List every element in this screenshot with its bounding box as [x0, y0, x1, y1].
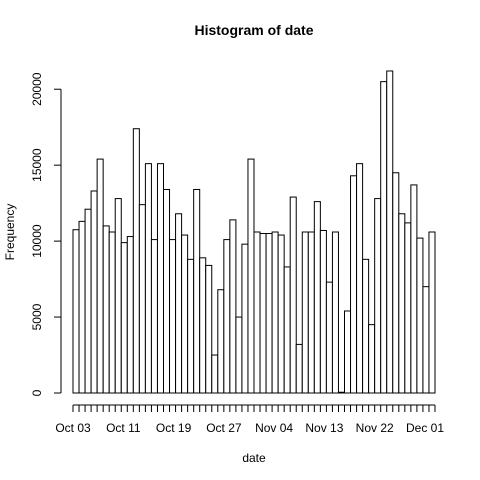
- histogram-bar: [313, 201, 321, 394]
- histogram-bar: [187, 258, 195, 394]
- histogram-bar: [126, 236, 134, 394]
- y-axis: 0 5000 10000 15000 20000: [30, 72, 62, 396]
- chart-title: Histogram of date: [194, 22, 313, 38]
- histogram-bar: [337, 391, 346, 394]
- histogram-bar: [223, 239, 231, 394]
- histogram-bar: [404, 222, 412, 394]
- histogram-bar: [156, 163, 165, 394]
- histogram-bar: [175, 213, 183, 394]
- x-tick-label: Oct 11: [106, 421, 141, 435]
- histogram-bar: [163, 188, 171, 394]
- histogram-bar: [283, 266, 291, 394]
- histogram-bar: [410, 184, 418, 394]
- histogram-bar: [344, 310, 352, 394]
- histogram-bar: [138, 204, 146, 394]
- histogram-bar: [253, 231, 261, 394]
- histogram-bar: [241, 243, 249, 394]
- y-tick-label: 0: [30, 389, 44, 396]
- x-tick-label: Oct 03: [55, 421, 91, 435]
- histogram-bar: [295, 343, 303, 394]
- histogram-bar: [72, 229, 80, 394]
- histogram-bar: [120, 242, 128, 394]
- x-tick-label: Nov 04: [255, 421, 293, 435]
- histogram-bar: [301, 231, 309, 394]
- histogram-bar: [108, 231, 116, 394]
- histogram-bar: [199, 257, 207, 394]
- x-tick-label: Oct 27: [206, 421, 242, 435]
- histogram-bar: [90, 190, 98, 394]
- histogram-bar: [331, 231, 339, 394]
- histogram-bar: [217, 289, 225, 394]
- histogram-bar: [150, 239, 158, 394]
- histogram-bar: [374, 198, 382, 394]
- histogram-bar: [398, 213, 406, 394]
- histogram-bar: [416, 237, 424, 394]
- histogram-bar: [169, 239, 177, 394]
- x-tick-label: Nov 13: [305, 421, 343, 435]
- y-tick-label: 15000: [30, 148, 44, 182]
- histogram-bar: [289, 196, 297, 394]
- histogram-bar: [428, 231, 436, 394]
- histogram-bar: [265, 233, 273, 394]
- x-tick-label: Dec 01: [406, 421, 444, 435]
- histogram-bar: [356, 163, 364, 394]
- histogram-bar: [144, 163, 152, 394]
- histogram-bar: [392, 172, 400, 394]
- histogram-bar: [181, 234, 189, 394]
- histogram-bar: [193, 188, 201, 394]
- histogram-bar: [114, 198, 122, 394]
- histogram-bar: [362, 258, 370, 394]
- histogram-bar: [319, 229, 327, 394]
- histogram-bar: [211, 354, 219, 394]
- histogram-bar: [132, 128, 140, 394]
- histogram-bar: [102, 225, 110, 394]
- x-axis: Oct 03 Oct 11 Oct 19 Oct 27 Nov 04 Nov 13 Nov …: [55, 404, 444, 435]
- y-axis-label: Frequency: [3, 204, 17, 261]
- histogram-bar: [350, 175, 358, 394]
- histogram-bar: [235, 316, 243, 394]
- x-axis-label: date: [242, 451, 266, 465]
- histogram-bar: [386, 70, 394, 394]
- histogram-bar: [368, 324, 376, 394]
- x-tick-label: Nov 22: [356, 421, 394, 435]
- histogram-bar: [307, 231, 315, 394]
- histogram-bar: [229, 219, 237, 394]
- histogram-bar: [325, 281, 333, 394]
- histogram-bar: [380, 81, 388, 394]
- y-tick-label: 10000: [30, 224, 44, 258]
- histogram-bar: [271, 231, 279, 394]
- y-tick-label: 5000: [30, 303, 44, 330]
- y-tick-label: 20000: [30, 72, 44, 106]
- histogram-bar: [259, 233, 267, 394]
- histogram-bar: [247, 158, 255, 394]
- x-tick-label: Oct 19: [156, 421, 192, 435]
- histogram-bar: [205, 264, 213, 394]
- histogram-bar: [422, 286, 430, 394]
- histogram-bar: [84, 208, 92, 394]
- histogram-bar: [277, 234, 285, 394]
- histogram-bar: [96, 158, 104, 394]
- histogram-bar: [78, 220, 86, 394]
- bars-group: [72, 70, 436, 394]
